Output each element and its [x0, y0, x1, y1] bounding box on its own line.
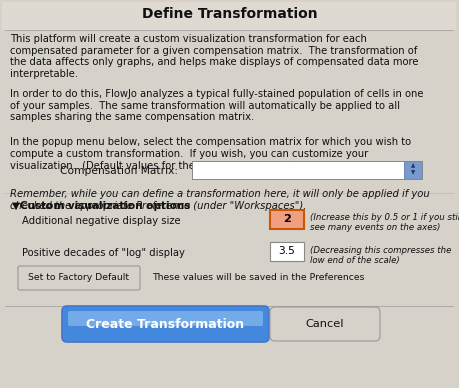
Text: Remember, while you can define a transformation here, it will only be applied if: Remember, while you can define a transfo…: [10, 189, 430, 211]
FancyBboxPatch shape: [62, 306, 269, 342]
Text: ▼: ▼: [411, 170, 415, 175]
Bar: [404, 161, 422, 179]
Text: 2: 2: [283, 214, 291, 224]
Text: Cancel: Cancel: [306, 319, 344, 329]
FancyBboxPatch shape: [270, 210, 304, 229]
Bar: [192, 161, 404, 179]
Text: These values will be saved in the Preferences: These values will be saved in the Prefer…: [152, 274, 364, 282]
Text: In order to do this, FlowJo analyzes a typical fully-stained population of cells: In order to do this, FlowJo analyzes a t…: [10, 89, 424, 122]
Text: Additional negative display size: Additional negative display size: [22, 216, 181, 226]
Text: Set to Factory Default: Set to Factory Default: [28, 274, 129, 282]
Text: This platform will create a custom visualization transformation for each
compens: This platform will create a custom visua…: [10, 34, 419, 79]
Bar: [192, 161, 422, 179]
Text: In the popup menu below, select the compensation matrix for which you wish to
co: In the popup menu below, select the comp…: [10, 137, 411, 170]
Text: Create Transformation: Create Transformation: [86, 317, 245, 331]
Text: (Increase this by 0.5 or 1 if you still
see many events on the axes): (Increase this by 0.5 or 1 if you still …: [310, 213, 459, 232]
Text: 3.5: 3.5: [279, 246, 296, 256]
FancyBboxPatch shape: [270, 242, 304, 261]
Text: ▲: ▲: [411, 163, 415, 168]
Text: Positive decades of "log" display: Positive decades of "log" display: [22, 248, 185, 258]
FancyBboxPatch shape: [18, 266, 140, 290]
FancyBboxPatch shape: [2, 2, 456, 30]
FancyBboxPatch shape: [68, 311, 263, 326]
Text: (Decreasing this compresses the
low end of the scale): (Decreasing this compresses the low end …: [310, 246, 451, 265]
Text: Compensation Matrix:: Compensation Matrix:: [60, 166, 178, 176]
Text: Define Transformation: Define Transformation: [142, 7, 317, 21]
FancyBboxPatch shape: [270, 307, 380, 341]
Text: ▼Custom visualization options: ▼Custom visualization options: [12, 201, 190, 211]
